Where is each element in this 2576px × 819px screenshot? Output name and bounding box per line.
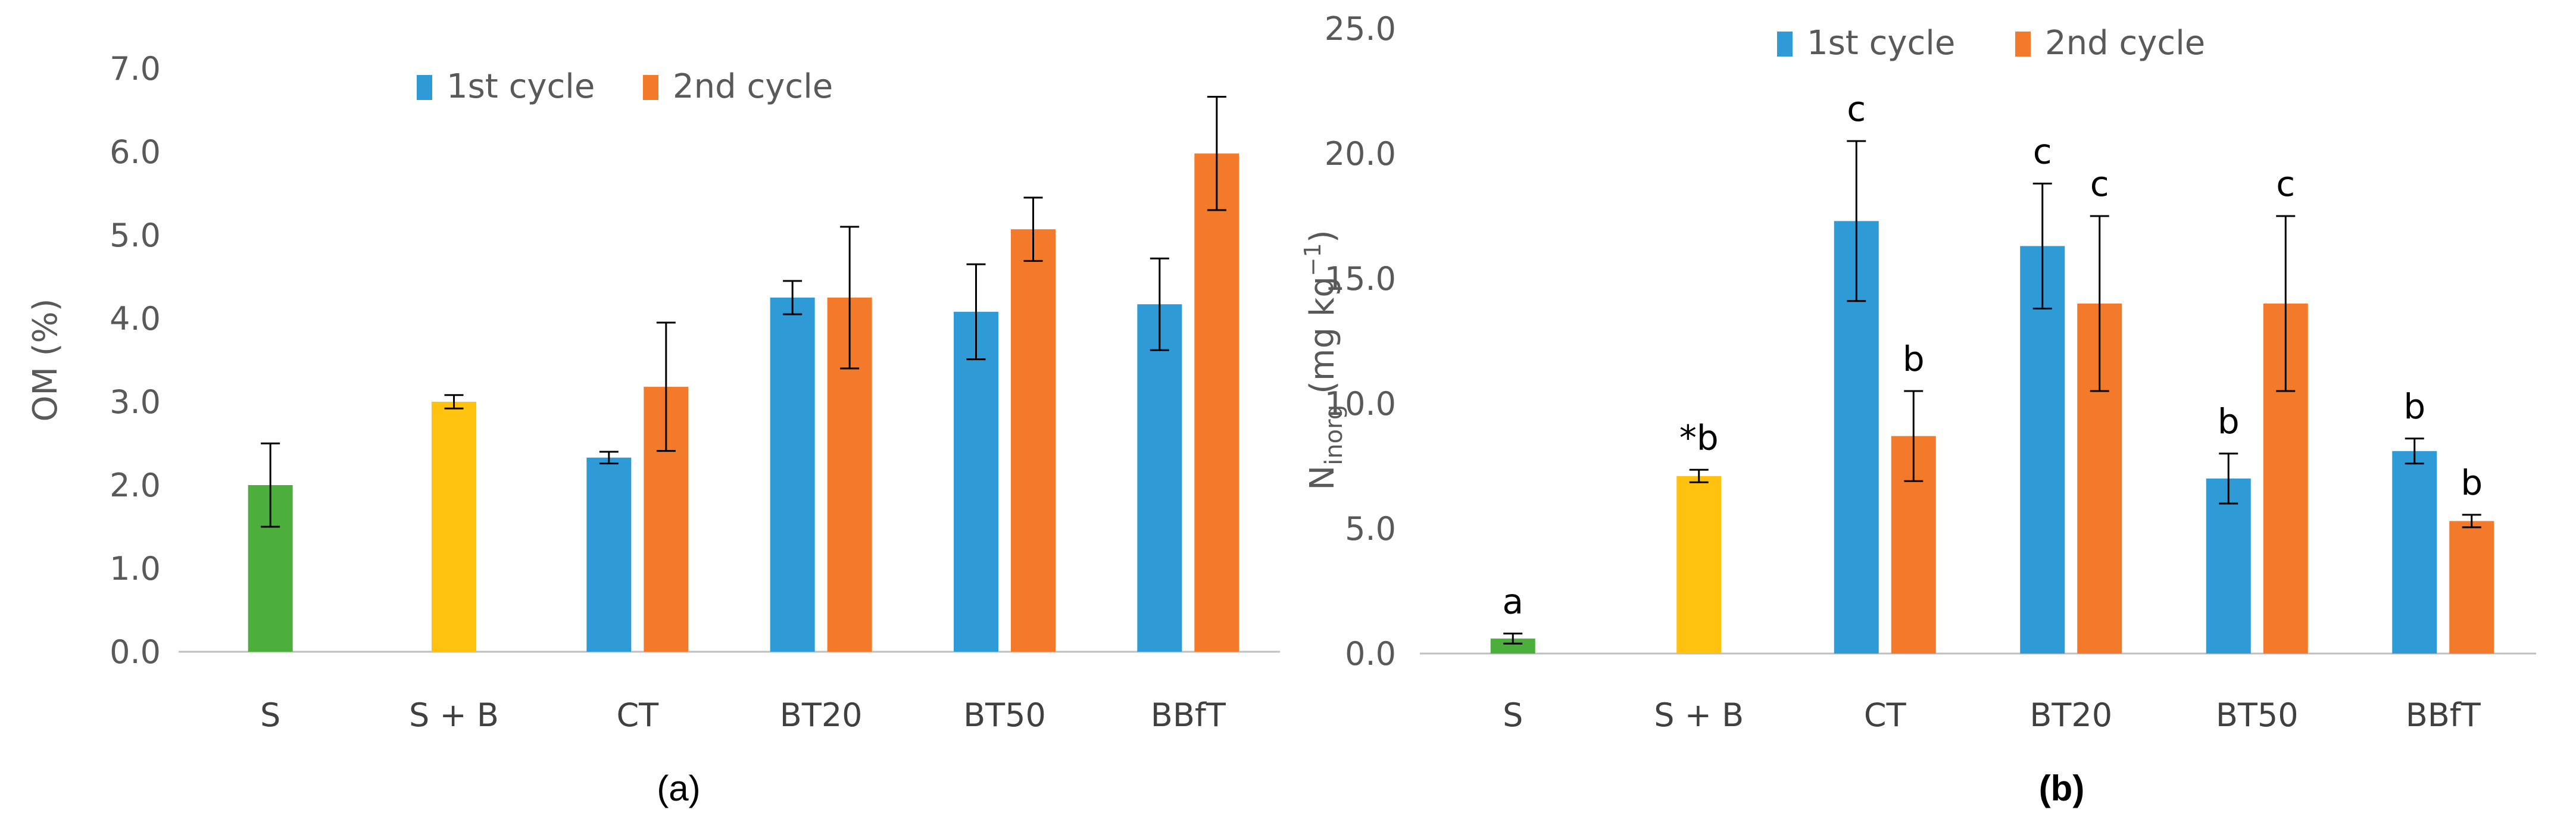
y-axis-label: OM (%) [26, 298, 65, 421]
bar-cycle1-bt20 [2020, 246, 2065, 654]
significance-label: b [2218, 401, 2240, 442]
significance-label: b [1903, 339, 1925, 379]
x-tick-label: BT20 [2029, 696, 2112, 734]
bar-cycle1-ct [586, 457, 632, 652]
legend: 1st cycle 2nd cycle [1777, 24, 2205, 62]
significance-label: a [1502, 581, 1523, 621]
x-tick-label: BT50 [2216, 696, 2299, 734]
significance-label: c [2033, 131, 2052, 171]
y-tick-label: 4.0 [110, 300, 161, 337]
legend-label: 1st cycle [446, 67, 595, 106]
bar-cycle1-bbft [2392, 451, 2437, 654]
bar-cycle1-bt20 [770, 298, 815, 652]
significance-label: c [1847, 89, 1866, 129]
x-tick-label: BT50 [963, 696, 1046, 734]
x-tick-label: S [1503, 696, 1523, 734]
y-tick-label: 2.0 [110, 467, 161, 504]
x-tick-label: BT20 [780, 696, 863, 734]
legend-label: 2nd cycle [673, 67, 833, 106]
panel-label: (b) [2039, 768, 2085, 808]
x-tick-label: S + B [409, 696, 499, 734]
y-tick-label: 3.0 [110, 383, 161, 421]
bar-cycle2-bbft [1194, 153, 1239, 652]
legend-swatch [2015, 32, 2031, 57]
bar-sb [1676, 476, 1722, 654]
x-tick-label: S [260, 696, 280, 734]
chart-panel-b: 0.0 5.0 10.0 15.0 20.0 25.0 S S + B CT BT20 BT50 BB… [1300, 10, 2536, 808]
bar-cycle2-bbft [2449, 521, 2494, 654]
y-axis-label: Ninorg (mg kg−1) [1300, 230, 1348, 490]
significance-label: *b [1679, 417, 1719, 458]
y-tick-label: 0.0 [1345, 635, 1396, 673]
bar-cycle1-bbft [1137, 304, 1182, 652]
x-tick-label: CT [616, 696, 659, 734]
y-tick-label: 5.0 [1345, 510, 1396, 548]
bar-cycle1-bt50 [954, 311, 998, 652]
y-tick-label: 10.0 [1325, 385, 1396, 423]
legend-swatch [1777, 32, 1793, 57]
bar-cycle1-bt50 [2206, 479, 2251, 654]
legend-swatch [643, 75, 658, 100]
y-tick-label: 1.0 [110, 550, 161, 587]
legend-label: 1st cycle [1807, 24, 1955, 62]
x-tick-label: CT [1864, 696, 1907, 734]
x-tick-label: S + B [1654, 696, 1744, 734]
x-tick-label: BBfT [2406, 696, 2481, 734]
significance-label: c [2090, 164, 2109, 204]
y-tick-label: 20.0 [1325, 135, 1396, 173]
significance-label: b [2403, 386, 2425, 427]
y-tick-label: 6.0 [110, 133, 161, 171]
significance-label: c [2276, 164, 2295, 204]
legend-label: 2nd cycle [2045, 24, 2205, 62]
bar-sb [432, 402, 476, 652]
legend: 1st cycle 2nd cycle [417, 67, 833, 106]
y-tick-label: 15.0 [1325, 260, 1396, 298]
y-tick-label: 0.0 [110, 633, 161, 671]
bar-cycle2-bt50 [1011, 229, 1056, 652]
x-tick-label: BBfT [1151, 696, 1226, 734]
y-tick-label: 7.0 [110, 50, 161, 87]
y-tick-label: 5.0 [110, 217, 161, 254]
chart-panel-a: 0.0 1.0 2.0 3.0 4.0 5.0 6.0 7.0 S S + B CT BT20 BT50… [26, 50, 1280, 808]
y-tick-label: 25.0 [1325, 10, 1396, 48]
significance-label: b [2461, 462, 2483, 503]
panel-label: (a) [657, 768, 700, 808]
legend-swatch [417, 75, 432, 100]
